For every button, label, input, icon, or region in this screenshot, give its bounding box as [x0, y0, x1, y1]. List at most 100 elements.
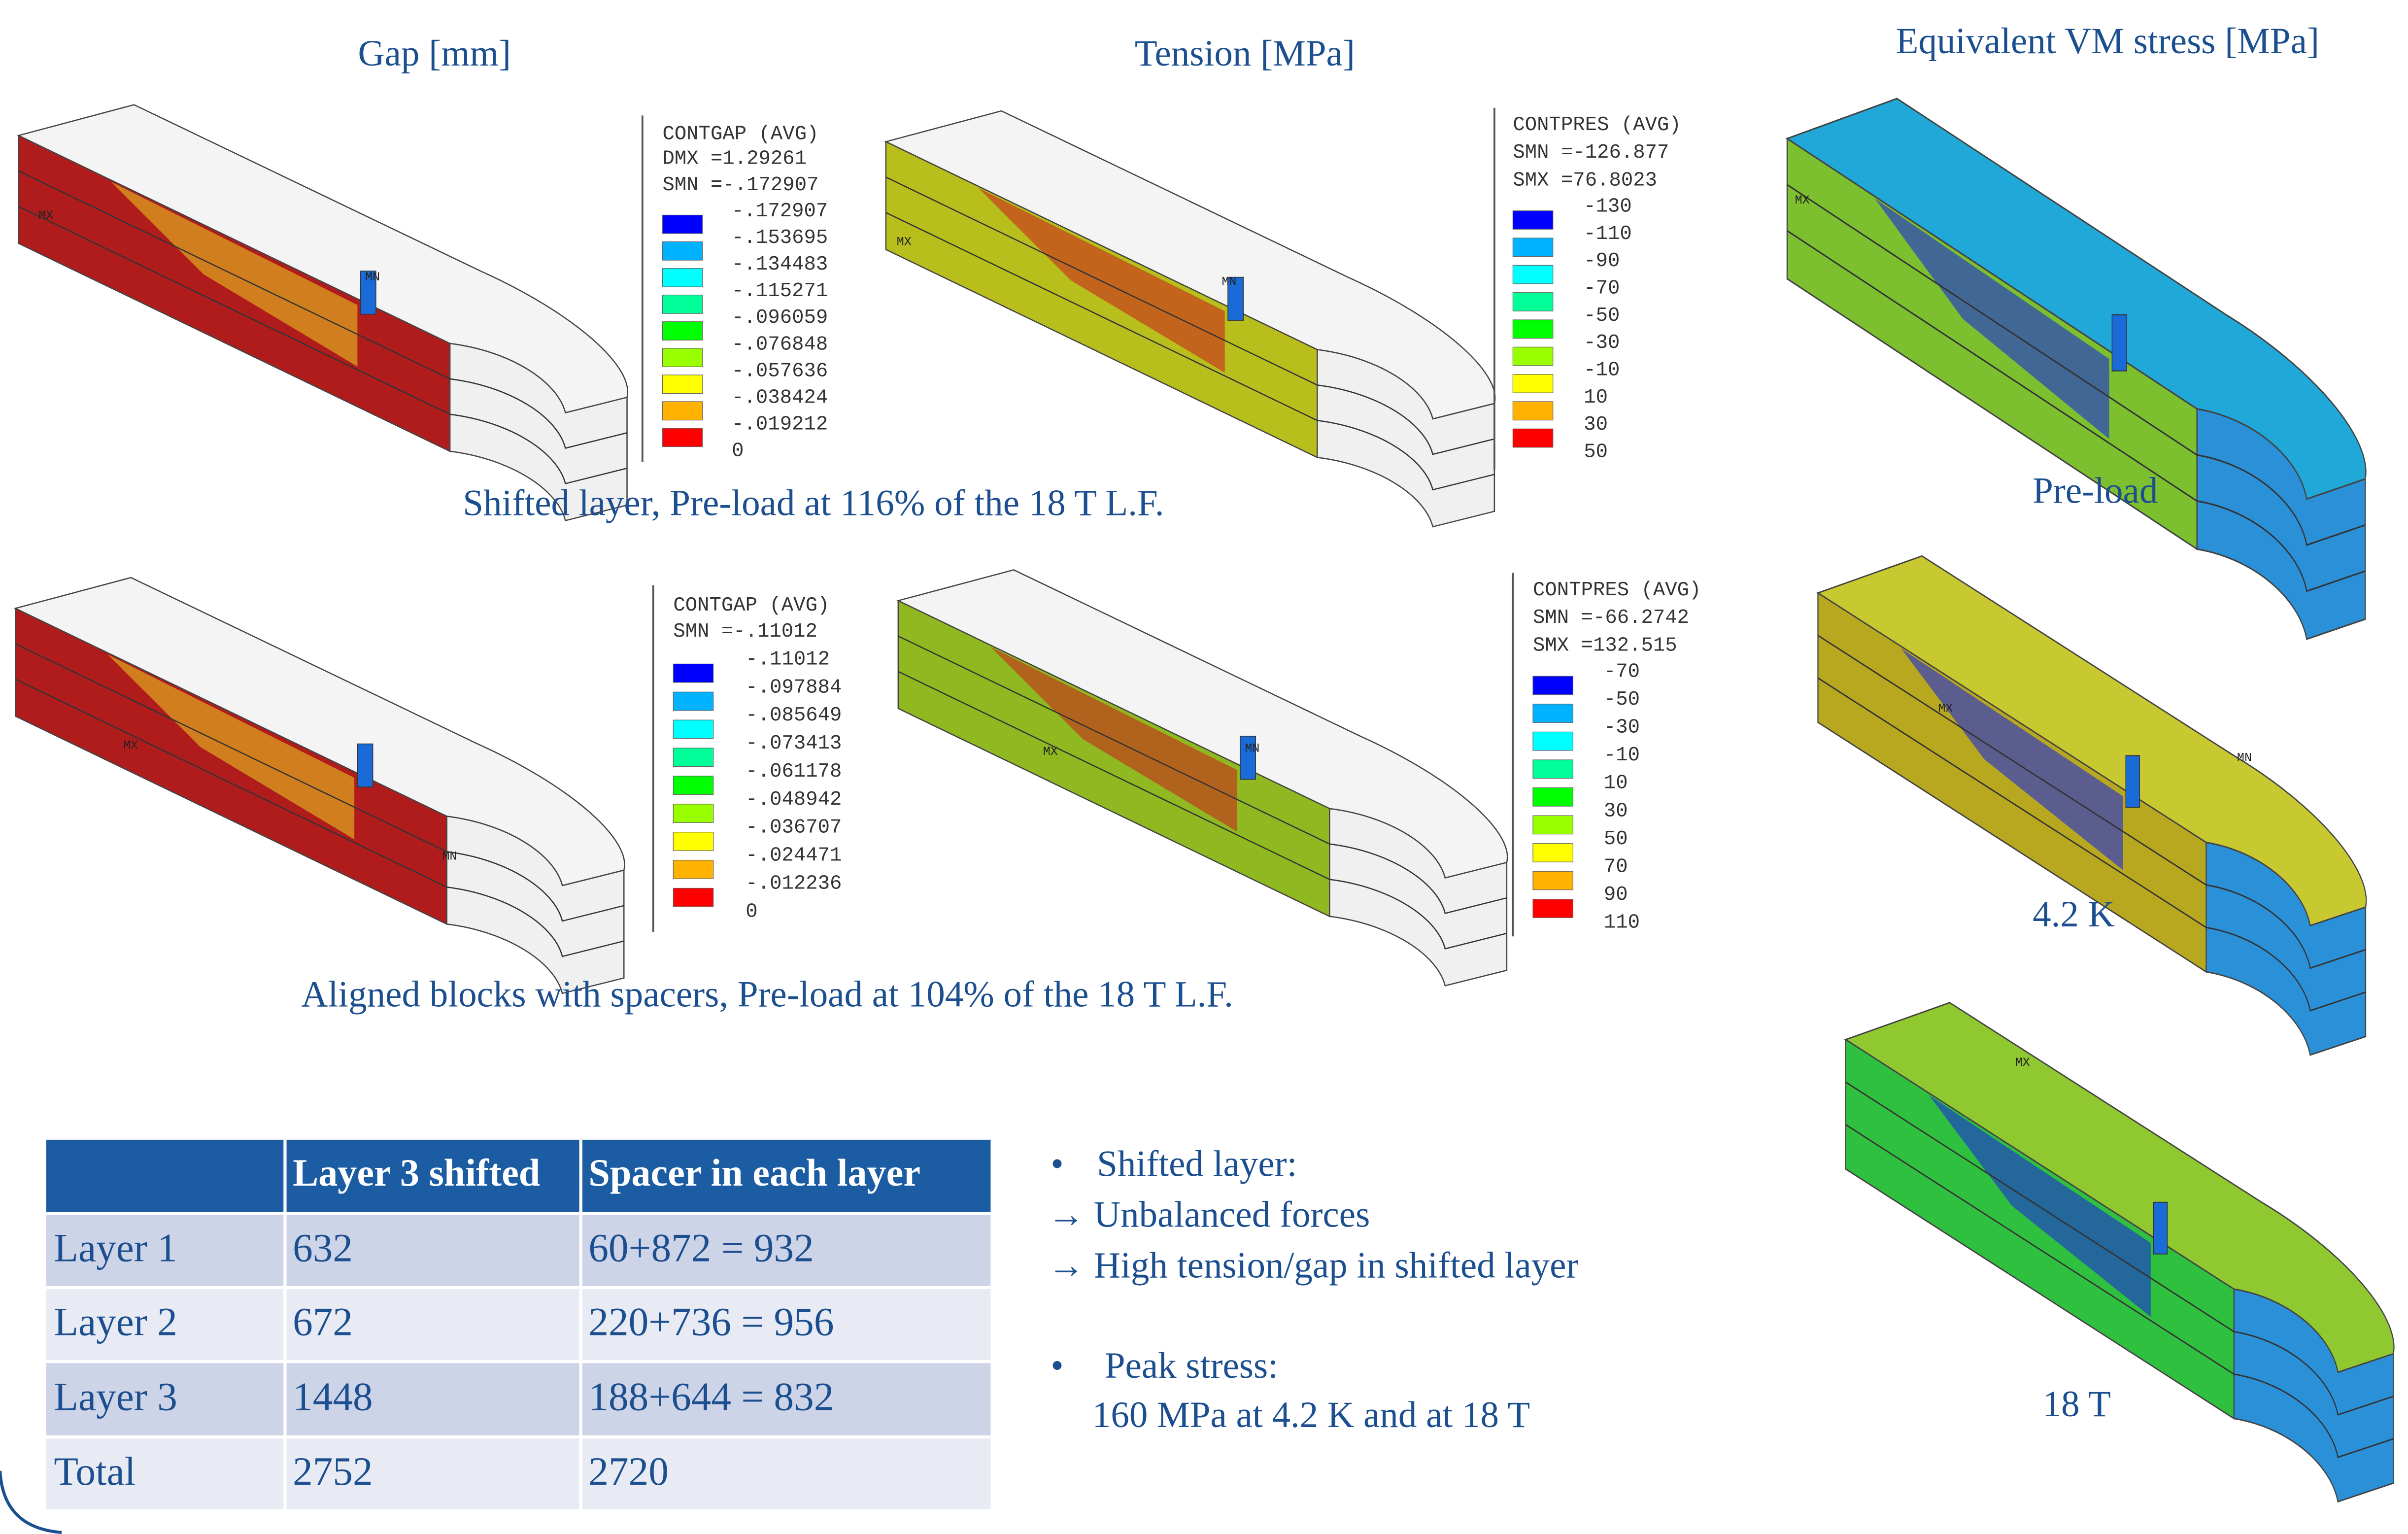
legend-level: -.038424 [732, 386, 828, 409]
caption: Aligned blocks with spacers, Pre-load at… [301, 974, 1233, 1015]
legend-level: -.085649 [746, 704, 842, 727]
table-cell: Layer 3 [54, 1374, 177, 1419]
spacer [357, 744, 373, 787]
legend-level: -.019212 [732, 413, 828, 436]
model-tag: MX [1043, 745, 1058, 759]
legend-level: -70 [1584, 277, 1620, 300]
legend-swatch [662, 322, 702, 341]
legend-swatch [1533, 899, 1573, 918]
legend-swatch [673, 804, 713, 823]
table-cell: Layer 1 [54, 1226, 177, 1270]
legend-header: DMX =1.29261 [662, 148, 807, 170]
slide-canvas: CONTGAP (AVG)DMX =1.29261SMN =-.172907-.… [0, 0, 2408, 1534]
legend-level: -10 [1584, 359, 1620, 381]
legend-level: -.076848 [732, 333, 828, 356]
bullet: Peak stress: [1105, 1345, 1278, 1386]
legend-header: SMN =-66.2742 [1533, 607, 1689, 629]
legend-swatch [673, 776, 713, 795]
legend-swatch [662, 348, 702, 367]
model-tag: MN [1245, 742, 1259, 756]
legend-header: SMX =76.8023 [1513, 169, 1657, 192]
legend-swatch [1533, 816, 1573, 834]
legend-header: CONTPRES (AVG) [1513, 114, 1681, 136]
bullet-marker: • [1051, 1143, 1063, 1184]
legend-swatch [662, 428, 702, 447]
legend-level: 70 [1604, 855, 1628, 878]
legend-swatch [1533, 760, 1573, 779]
model-tag: MX [1795, 193, 1810, 207]
vm-label: 18 T [2043, 1384, 2111, 1425]
legend-swatch [1533, 704, 1573, 723]
legend-swatch [662, 402, 702, 420]
legend-swatch [662, 295, 702, 314]
slide: CONTGAP (AVG)DMX =1.29261SMN =-.172907-.… [0, 0, 2408, 1534]
model-tag: MX [897, 235, 912, 249]
table-cell: 2720 [588, 1449, 669, 1494]
bullet-detail: 160 MPa at 4.2 K and at 18 T [1092, 1395, 1530, 1435]
table-cell: Total [54, 1449, 136, 1494]
legend-swatch [673, 664, 713, 682]
model-tag: MN [365, 270, 380, 284]
table-cell: 1448 [293, 1374, 373, 1419]
legend-swatch [662, 269, 702, 287]
model-tag: MX [1938, 701, 1953, 716]
legend-level: -.172907 [732, 200, 828, 223]
legend-level: 50 [1584, 441, 1608, 463]
legend-level: -.057636 [732, 360, 828, 382]
caption: Shifted layer, Pre-load at 116% of the 1… [463, 483, 1164, 524]
legend-swatch [673, 720, 713, 739]
legend-swatch [1513, 265, 1553, 284]
legend-header: CONTGAP (AVG) [673, 594, 829, 617]
legend-level: 30 [1584, 413, 1608, 436]
model-tag: MN [442, 849, 457, 863]
legend-swatch [1513, 347, 1553, 366]
table-cell: 632 [293, 1226, 353, 1270]
legend-swatch [1533, 732, 1573, 750]
legend-level: 10 [1584, 386, 1608, 409]
legend-header: CONTGAP (AVG) [662, 123, 818, 146]
legend-swatch [1513, 375, 1553, 393]
legend-level: 10 [1604, 772, 1628, 795]
vm-label: Pre-load [2033, 471, 2158, 511]
sub-bullet: → High tension/gap in shifted layer [1048, 1245, 1578, 1286]
table-header-cell: Spacer in each layer [588, 1151, 920, 1194]
model-tag: MX [38, 208, 53, 223]
legend-swatch [673, 748, 713, 767]
legend-level: -.048942 [746, 788, 842, 811]
table-cell: 220+736 = 956 [588, 1300, 834, 1344]
legend-level: -.036707 [746, 817, 842, 839]
table-row-bg [46, 1288, 991, 1362]
legend-swatch [1533, 871, 1573, 890]
bullet-marker: • [1051, 1345, 1063, 1386]
legend-swatch [1533, 788, 1573, 807]
legend-level: -.134483 [732, 253, 828, 276]
legend-level: -10 [1604, 744, 1640, 767]
model-tag: MN [1221, 275, 1236, 289]
legend-level: 110 [1604, 912, 1640, 934]
legend-level: -30 [1604, 716, 1640, 739]
legend-header: SMN =-.11012 [673, 620, 817, 643]
model-tag: MX [123, 738, 138, 752]
model-tag: MX [2015, 1056, 2030, 1070]
legend-level: -.115271 [732, 280, 828, 303]
legend-level: -.073413 [746, 732, 842, 755]
table-cell: 60+872 = 932 [588, 1226, 814, 1270]
legend-level: 30 [1604, 800, 1628, 822]
legend-header: CONTPRES (AVG) [1533, 579, 1701, 602]
legend-swatch [673, 692, 713, 711]
legend-swatch [1513, 211, 1553, 230]
legend-swatch [1513, 429, 1553, 447]
legend-level: -.11012 [746, 648, 830, 671]
legend-swatch [673, 860, 713, 879]
legend-level: -70 [1604, 660, 1640, 683]
legend-level: 50 [1604, 828, 1628, 851]
legend-swatch [1533, 676, 1573, 695]
sub-bullet: → Unbalanced forces [1048, 1194, 1370, 1235]
legend-level: -.012236 [746, 873, 842, 895]
legend-level: -.061178 [746, 760, 842, 783]
spacer [2112, 315, 2127, 371]
legend-swatch [662, 215, 702, 234]
table-row-bg [46, 1362, 991, 1437]
legend-level: 0 [746, 900, 757, 923]
legend-level: -130 [1584, 196, 1632, 218]
